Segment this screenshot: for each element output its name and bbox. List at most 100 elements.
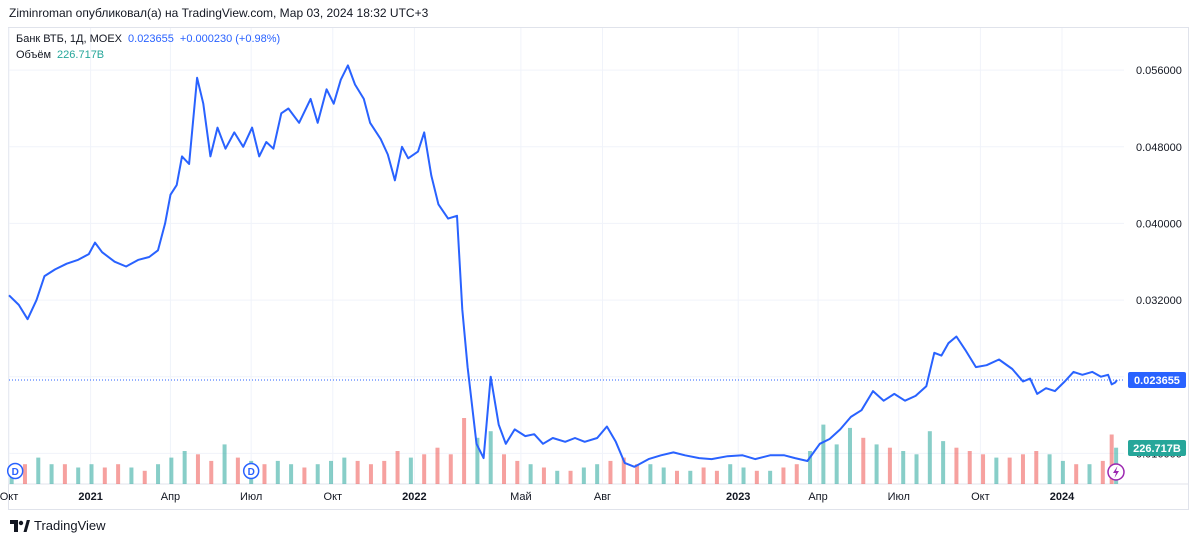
volume-bar — [76, 467, 81, 484]
volume-bar — [22, 464, 27, 484]
volume-bar — [129, 467, 134, 484]
volume-bar — [515, 460, 520, 484]
volume-legend[interactable]: Объём 226.717B — [16, 49, 104, 61]
volume-bar — [768, 470, 773, 484]
volume-bar — [887, 447, 892, 484]
volume-bar — [794, 464, 799, 484]
volume-bar — [901, 451, 906, 484]
dividend-marker-letter: D — [248, 467, 255, 478]
tradingview-logo[interactable]: TradingView — [10, 518, 106, 533]
lightning-icon[interactable] — [1107, 463, 1125, 481]
volume-bar — [209, 460, 214, 484]
volume-bar — [688, 470, 693, 484]
volume-bar — [728, 464, 733, 484]
volume-bar — [1074, 464, 1079, 484]
volume-bar — [954, 447, 959, 484]
volume-bar — [1020, 454, 1025, 484]
volume-bar — [475, 437, 480, 484]
dividend-marker-circle — [6, 462, 24, 480]
dividend-marker-icon[interactable]: D — [242, 462, 260, 480]
volume-bar — [674, 470, 679, 484]
dividend-marker-letter: D — [12, 467, 19, 478]
x-tick-label: Июл — [240, 491, 262, 503]
volume-bar — [981, 454, 986, 484]
volume-bar — [435, 447, 440, 484]
dividend-marker-icon[interactable]: D — [6, 462, 24, 480]
volume-bar — [714, 470, 719, 484]
volume-bar — [1047, 454, 1052, 484]
volume-bar — [262, 464, 267, 484]
volume-bar — [142, 470, 147, 484]
y-tick-label: 0.056000 — [1136, 65, 1182, 77]
x-tick-label: Окт — [971, 491, 990, 503]
volume-bar — [395, 451, 400, 484]
volume-bar — [488, 431, 493, 484]
volume-bar — [408, 457, 413, 484]
volume-bar — [422, 454, 427, 484]
x-tick-label: Окт — [324, 491, 343, 503]
volume-bar — [621, 457, 626, 484]
volume-bar — [781, 467, 786, 484]
dividend-marker-circle — [242, 462, 260, 480]
volume-bar — [608, 460, 613, 484]
volume-bar — [368, 464, 373, 484]
symbol-legend[interactable]: Банк ВТБ, 1Д, MOEX 0.023655 +0.000230 (+0.… — [16, 33, 280, 45]
volume-bar — [1007, 457, 1012, 484]
volume-bar — [1100, 460, 1105, 484]
x-tick-label: 2022 — [402, 491, 426, 503]
volume-bar — [741, 467, 746, 484]
lightning-bolt — [1113, 466, 1119, 478]
volume-bar — [1109, 434, 1114, 484]
y-tick-label: 0.032000 — [1136, 295, 1182, 307]
volume-bar — [568, 470, 573, 484]
volume-label: Объём — [16, 49, 52, 61]
volume-bar — [448, 454, 453, 484]
published-line: Ziminroman опубликовал(а) на TradingView… — [9, 6, 429, 20]
change-value: +0.000230 (+0.98%) — [179, 33, 281, 45]
volume-bar — [222, 444, 227, 484]
volume-bar — [355, 460, 360, 484]
volume-bar — [102, 467, 107, 484]
volume-bar — [116, 464, 121, 484]
volume-bar — [169, 457, 174, 484]
volume-bar — [967, 451, 972, 484]
tradingview-brand: TradingView — [34, 518, 106, 533]
volume-bar — [182, 451, 187, 484]
volume-bar — [595, 464, 600, 484]
volume-bar — [36, 457, 41, 484]
x-tick-label: 2023 — [726, 491, 750, 503]
x-tick-label: Май — [510, 491, 532, 503]
volume-bar — [89, 464, 94, 484]
last-price-tag-label: 0.023655 — [1134, 375, 1180, 387]
volume-bar — [861, 437, 866, 484]
tradingview-logo-icon — [10, 519, 30, 532]
volume-bar — [502, 454, 507, 484]
volume-bar — [581, 467, 586, 484]
volume-bar — [874, 444, 879, 484]
y-tick-label: 0.048000 — [1136, 142, 1182, 154]
volume-bar — [1087, 464, 1092, 484]
volume-bar — [635, 464, 640, 484]
y-tick-label: 0.040000 — [1136, 218, 1182, 230]
volume-tag-label: 226.717B — [1133, 443, 1181, 455]
volume-bar — [541, 467, 546, 484]
volume-bar — [994, 457, 999, 484]
volume-bar — [1060, 460, 1065, 484]
volume-bar — [275, 460, 280, 484]
volume-bar — [1034, 451, 1039, 484]
x-tick-label: 2021 — [78, 491, 102, 503]
volume-bar — [342, 457, 347, 484]
volume-bar — [821, 424, 826, 484]
volume-bar — [235, 457, 240, 484]
volume-bar — [156, 464, 161, 484]
volume-bar — [914, 454, 919, 484]
volume-bar — [62, 464, 67, 484]
volume-bar — [927, 431, 932, 484]
volume-bar — [754, 470, 759, 484]
last-value: 0.023655 — [128, 33, 174, 45]
x-tick-label: Окт — [0, 491, 18, 503]
volume-bar — [302, 467, 307, 484]
volume-bar — [648, 464, 653, 484]
x-tick-label: 2024 — [1050, 491, 1075, 503]
